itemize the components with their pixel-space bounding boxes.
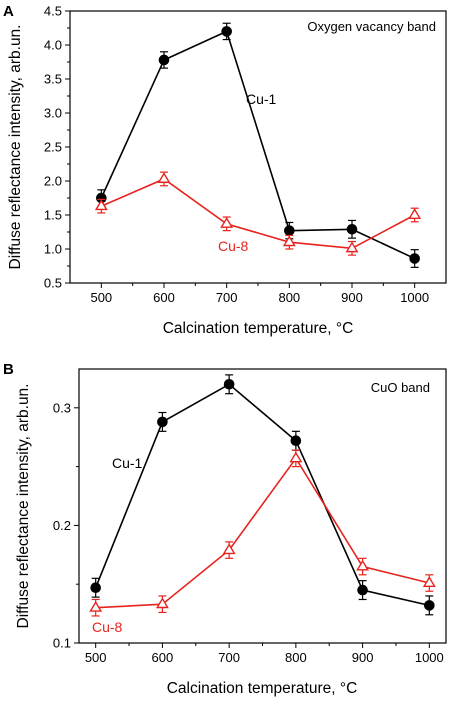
- panel-a-series-cu1-point: [409, 253, 420, 264]
- panel-a-series-cu1-point: [158, 54, 170, 66]
- panel-a-annotation: Oxygen vacancy band: [307, 19, 436, 34]
- panel-a: A Oxygen vacancy band 500 600 700 800 900 100…: [3, 3, 447, 337]
- panel-b-series-cu1-point: [90, 582, 101, 594]
- panel-b-y-tick-label: 0.2: [53, 518, 71, 533]
- panel-a-x-axis-title: Calcination temperature, °C: [163, 320, 354, 337]
- panel-a-series-cu8-point: [408, 208, 422, 220]
- panel-b-y-tick-label: 0.3: [53, 400, 71, 415]
- panel-b-plot-frame: [78, 368, 447, 644]
- panel-a-y-axis-title: Diffuse reflectance intensity, arb.un.: [7, 25, 24, 270]
- panel-a-series-cu8-point: [220, 216, 234, 228]
- panel-b-series-cu1-point: [424, 600, 435, 611]
- panel-b-x-tick-label: 500: [85, 650, 107, 665]
- panel-b-x-tick-label: 900: [352, 650, 374, 665]
- panel-a-y-tick-label: 4.5: [44, 4, 62, 19]
- panel-b-y-tick-label: 0.1: [53, 636, 71, 651]
- panel-a-series-cu8-point: [345, 241, 359, 253]
- panel-b-x-tick-label: 600: [152, 650, 174, 665]
- panel-a-x-tick-label: 700: [216, 290, 238, 305]
- panel-b-series-cu1-point: [357, 584, 368, 596]
- panel-a-x-tick-label: 600: [153, 290, 175, 305]
- panel-a-x-tick-label: 900: [341, 290, 363, 305]
- panel-b-series-cu1-point: [157, 416, 168, 428]
- panel-b: B CuO band 500 600 700 800 900 10000.10.20.3 …: [3, 361, 447, 697]
- panel-b-x-axis-title: Calcination temperature, °C: [167, 680, 358, 697]
- panel-a-series-cu8-point: [94, 199, 108, 211]
- panel-a-y-tick-label: 1.0: [44, 242, 62, 257]
- panel-a-x-tick-label: 1000: [400, 290, 429, 305]
- panel-b-x-tick-label: 700: [218, 650, 240, 665]
- panel-b-series-cu8-line: [95, 456, 430, 609]
- panel-a-y-tick-label: 1.5: [44, 208, 62, 223]
- panel-a-letter: A: [3, 3, 14, 20]
- panel-b-label-cu8: Cu-8: [92, 619, 123, 635]
- panel-a-series-cu8-line: [101, 178, 416, 250]
- panel-b-series-cu1-point: [290, 435, 302, 447]
- panel-a-series-cu8-point: [157, 172, 171, 183]
- panel-a-series-cu1-point: [221, 26, 232, 37]
- panel-a-series-cu1-line: [100, 30, 416, 260]
- panel-a-y-tick-label: 3.5: [44, 72, 62, 87]
- panel-b-series-cu1-line: [94, 383, 430, 607]
- panel-a-y-tick-label: 2.5: [44, 140, 62, 155]
- panel-b-series-cu8-point: [356, 559, 370, 571]
- panel-b-letter: B: [3, 361, 14, 378]
- panel-b-x-tick-label: 800: [285, 650, 307, 665]
- panel-a-label-cu8: Cu-8: [218, 238, 249, 254]
- panel-b-series-cu8-point: [289, 451, 303, 463]
- panel-b-series-cu8-point: [89, 600, 103, 612]
- panel-b-series-cu8-point: [222, 543, 236, 555]
- panel-b-series-cu8-point: [155, 597, 169, 609]
- panel-b-series-cu1-point: [223, 378, 235, 390]
- panel-a-x-tick-label: 500: [90, 290, 112, 305]
- panel-a-y-tick-label: 2.0: [44, 174, 62, 189]
- panel-b-series-cu8-point: [422, 576, 436, 588]
- panel-b-label-cu1: Cu-1: [112, 455, 143, 471]
- panel-b-annotation: CuO band: [371, 380, 430, 395]
- panel-a-y-tick-label: 4.0: [44, 38, 62, 53]
- panel-a-plot-frame: [69, 10, 447, 284]
- panel-a-label-cu1: Cu-1: [246, 91, 277, 107]
- panel-a-y-tick-label: 3.0: [44, 106, 62, 121]
- panel-a-y-tick-label: 0.5: [44, 276, 62, 291]
- panel-a-x-tick-label: 800: [278, 290, 300, 305]
- panel-a-series-cu1-point: [346, 223, 358, 235]
- panel-a-series-cu8-point: [282, 235, 296, 247]
- panel-b-x-tick-label: 1000: [415, 650, 444, 665]
- panel-b-y-axis-title: Diffuse reflectance intensity, arb.un.: [15, 384, 32, 629]
- panel-a-series-cu1-point: [284, 225, 295, 236]
